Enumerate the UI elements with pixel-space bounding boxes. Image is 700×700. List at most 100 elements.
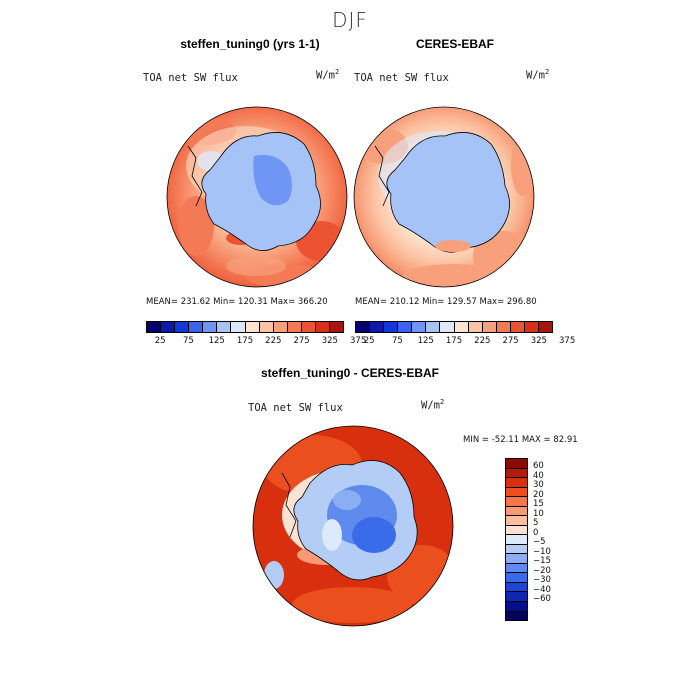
colorbar-label: 20 bbox=[533, 489, 544, 500]
colorbar-swatch bbox=[454, 322, 469, 332]
colorbar-swatch bbox=[506, 506, 527, 517]
colorbar-label: −5 bbox=[533, 537, 546, 548]
colorbar-swatch bbox=[231, 322, 246, 332]
colorbar-swatch bbox=[356, 322, 371, 332]
diff-map bbox=[252, 425, 454, 627]
colorbar-label: 10 bbox=[533, 508, 544, 519]
colorbar-swatch bbox=[506, 468, 527, 479]
diff-colorbar bbox=[505, 458, 528, 621]
colorbar-label: 75 bbox=[183, 336, 194, 346]
colorbar-swatch bbox=[426, 322, 441, 332]
panel-2-variable: TOA net SW flux bbox=[354, 72, 449, 84]
colorbar-label: 375 bbox=[350, 336, 367, 346]
colorbar-swatch bbox=[506, 516, 527, 526]
colorbar-swatch bbox=[440, 322, 455, 332]
colorbar-label: 325 bbox=[530, 336, 547, 346]
colorbar-swatch bbox=[524, 322, 540, 332]
colorbar-label: 60 bbox=[533, 461, 544, 472]
panel-1-colorbar-labels: 25 75 125 175 225 275 325 375 bbox=[146, 336, 367, 348]
colorbar-swatch bbox=[506, 497, 527, 507]
panel-1-map bbox=[166, 106, 348, 288]
colorbar-swatch bbox=[506, 601, 527, 612]
colorbar-swatch bbox=[273, 322, 288, 332]
panel-2-title: CERES-EBAF bbox=[415, 37, 494, 51]
colorbar-swatch bbox=[506, 611, 527, 621]
colorbar-swatch bbox=[398, 322, 413, 332]
colorbar-swatch bbox=[506, 487, 527, 498]
colorbar-swatch bbox=[189, 322, 204, 332]
colorbar-swatch bbox=[287, 322, 302, 332]
colorbar-label: −30 bbox=[533, 575, 551, 586]
panel-2-stats: MEAN= 210.12 Min= 129.57 Max= 296.80 bbox=[355, 297, 537, 307]
colorbar-swatch bbox=[370, 322, 385, 332]
colorbar-label: 275 bbox=[293, 336, 310, 346]
colorbar-label: 40 bbox=[533, 470, 544, 481]
colorbar-label: 325 bbox=[321, 336, 338, 346]
panel-1-variable: TOA net SW flux bbox=[143, 72, 238, 84]
colorbar-swatch bbox=[245, 322, 260, 332]
colorbar-swatch bbox=[259, 322, 274, 332]
colorbar-swatch bbox=[496, 322, 511, 332]
colorbar-swatch bbox=[506, 478, 527, 488]
colorbar-swatch bbox=[175, 322, 190, 332]
colorbar-label: 0 bbox=[533, 527, 539, 538]
colorbar-swatch bbox=[510, 322, 525, 332]
colorbar-swatch bbox=[506, 554, 527, 564]
colorbar-swatch bbox=[506, 525, 527, 536]
colorbar-label: 30 bbox=[533, 480, 544, 491]
colorbar-label: 25 bbox=[154, 336, 166, 346]
colorbar-label: 375 bbox=[559, 336, 576, 346]
colorbar-swatch bbox=[506, 592, 527, 602]
colorbar-swatch bbox=[147, 322, 162, 332]
colorbar-swatch bbox=[412, 322, 427, 332]
colorbar-label: 75 bbox=[392, 336, 403, 346]
colorbar-label: −10 bbox=[533, 546, 551, 557]
colorbar-label: 125 bbox=[208, 336, 225, 346]
colorbar-swatch bbox=[506, 535, 527, 545]
diff-title: steffen_tuning0 - CERES-EBAF bbox=[260, 366, 439, 380]
panel-1-stats: MEAN= 231.62 Min= 120.31 Max= 366.20 bbox=[146, 297, 328, 307]
colorbar-swatch bbox=[506, 573, 527, 583]
colorbar-swatch bbox=[301, 322, 316, 332]
diff-stats: MIN = -52.11 MAX = 82.91 bbox=[463, 435, 578, 445]
colorbar-label: −60 bbox=[533, 594, 551, 605]
colorbar-swatch bbox=[384, 322, 399, 332]
colorbar-swatch bbox=[506, 544, 527, 555]
colorbar-label: 175 bbox=[445, 336, 463, 346]
colorbar-swatch bbox=[203, 322, 218, 332]
colorbar-swatch bbox=[315, 322, 331, 332]
colorbar-swatch bbox=[539, 322, 553, 332]
colorbar-swatch bbox=[482, 322, 497, 332]
colorbar-swatch bbox=[468, 322, 483, 332]
panel-2-colorbar-labels: 25 75 125 175 225 275 325 375 bbox=[355, 336, 576, 348]
colorbar-label: −20 bbox=[533, 565, 551, 576]
panel-1-units: W/m2 bbox=[316, 68, 340, 82]
season-title: DJF bbox=[332, 8, 368, 32]
colorbar-label: 5 bbox=[533, 518, 539, 529]
panel-2-map bbox=[353, 106, 535, 288]
panel-2-units: W/m2 bbox=[526, 68, 550, 82]
colorbar-swatch bbox=[217, 322, 232, 332]
colorbar-swatch bbox=[506, 459, 527, 469]
colorbar-label: −40 bbox=[533, 584, 551, 595]
colorbar-label: 15 bbox=[533, 499, 544, 510]
colorbar-swatch bbox=[506, 582, 527, 593]
diff-variable: TOA net SW flux bbox=[248, 402, 343, 414]
colorbar-label: 125 bbox=[417, 336, 434, 346]
panel-1-title: steffen_tuning0 (yrs 1-1) bbox=[180, 37, 320, 51]
diff-colorbar-labels: 60 40 30 20 15 10 5 0 −5 −10 −15 −20 −30 −40 −60 bbox=[533, 458, 573, 621]
colorbar-label: 175 bbox=[236, 336, 254, 346]
panel-2-field bbox=[354, 107, 534, 287]
panel-1-colorbar bbox=[146, 321, 344, 333]
colorbar-swatch bbox=[506, 563, 527, 574]
colorbar-label: 25 bbox=[363, 336, 375, 346]
colorbar-label: 225 bbox=[265, 336, 282, 346]
diff-units: W/m2 bbox=[421, 398, 445, 412]
colorbar-label: −15 bbox=[533, 556, 551, 567]
colorbar-label: 225 bbox=[474, 336, 491, 346]
colorbar-swatch bbox=[161, 322, 176, 332]
panel-1-field bbox=[167, 107, 347, 287]
colorbar-label: 275 bbox=[502, 336, 519, 346]
panel-2-colorbar bbox=[355, 321, 553, 333]
colorbar-swatch bbox=[330, 322, 344, 332]
